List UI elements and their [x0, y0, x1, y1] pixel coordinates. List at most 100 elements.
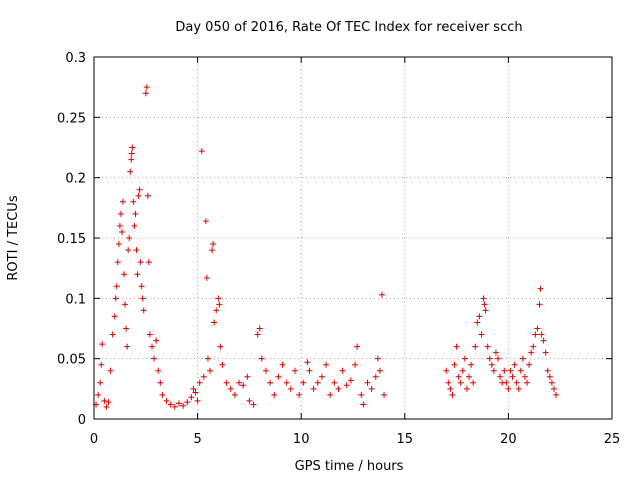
data-point: [99, 341, 106, 348]
data-points: [93, 84, 560, 410]
data-point: [120, 198, 127, 205]
data-point: [204, 355, 211, 362]
data-point: [128, 150, 135, 157]
data-point: [114, 259, 121, 266]
data-point: [517, 367, 524, 374]
data-point: [258, 355, 265, 362]
data-point: [157, 379, 164, 386]
y-tick-label: 0.2: [65, 172, 86, 187]
data-point: [256, 325, 263, 332]
data-point: [443, 367, 450, 374]
data-point: [113, 283, 120, 290]
data-point: [306, 367, 313, 374]
data-point: [138, 283, 145, 290]
data-point: [184, 399, 191, 406]
data-point: [335, 385, 342, 392]
data-point: [127, 168, 134, 175]
data-point: [521, 373, 528, 380]
data-point: [339, 367, 346, 374]
data-point: [511, 361, 518, 368]
data-point: [466, 373, 473, 380]
data-point: [107, 367, 114, 374]
data-point: [153, 337, 160, 344]
data-point: [347, 377, 354, 384]
y-tick-label: 0.15: [57, 232, 86, 247]
data-point: [486, 355, 493, 362]
data-point: [528, 349, 535, 356]
data-point: [134, 271, 141, 278]
data-point: [354, 343, 361, 350]
data-point: [131, 222, 138, 229]
data-point: [468, 361, 475, 368]
data-point: [364, 379, 371, 386]
data-point: [227, 385, 234, 392]
axis-ticks: [93, 56, 613, 420]
y-tick-labels: 0 0.05 0.1 0.15 0.2 0.25 0.3: [57, 51, 86, 428]
data-point: [103, 403, 110, 410]
data-point: [117, 210, 124, 217]
data-point: [275, 373, 282, 380]
data-point: [211, 319, 218, 326]
data-point: [122, 301, 129, 308]
data-point: [376, 367, 383, 374]
data-point: [145, 259, 152, 266]
data-point: [484, 343, 491, 350]
data-point: [271, 391, 278, 398]
data-point: [142, 90, 149, 97]
y-tick-label: 0.1: [65, 292, 86, 307]
data-point: [314, 379, 321, 386]
data-point: [192, 389, 199, 396]
data-point: [323, 361, 330, 368]
data-point: [495, 355, 502, 362]
data-point: [482, 307, 489, 314]
data-point: [219, 361, 226, 368]
data-point: [507, 367, 514, 374]
data-point: [196, 379, 203, 386]
y-axis-label: ROTI / TECUs: [6, 195, 21, 280]
data-point: [244, 373, 251, 380]
data-point: [279, 361, 286, 368]
data-point: [188, 394, 195, 401]
data-point: [159, 391, 166, 398]
data-point: [372, 373, 379, 380]
data-point: [513, 379, 520, 386]
data-point: [381, 391, 388, 398]
data-point: [95, 391, 102, 398]
data-point: [550, 385, 557, 392]
data-point: [115, 241, 122, 248]
data-point: [544, 367, 551, 374]
data-point: [140, 307, 147, 314]
data-point: [374, 355, 381, 362]
data-point: [368, 385, 375, 392]
data-point: [509, 373, 516, 380]
data-point: [207, 367, 214, 374]
chart-title: Day 050 of 2016, Rate Of TEC Index for r…: [175, 20, 522, 35]
data-point: [532, 331, 539, 338]
data-point: [472, 343, 479, 350]
data-point: [136, 186, 143, 193]
y-tick-label: 0.3: [65, 51, 86, 66]
data-point: [215, 295, 222, 302]
x-tick-label: 15: [397, 432, 414, 447]
data-point: [151, 355, 158, 362]
data-point: [126, 235, 133, 241]
data-point: [240, 382, 247, 389]
data-point: [501, 367, 508, 374]
data-point: [246, 397, 253, 404]
data-point: [101, 397, 108, 404]
data-point: [137, 259, 144, 266]
x-tick-label: 20: [500, 432, 517, 447]
data-point: [203, 274, 210, 281]
data-point: [318, 373, 325, 380]
data-point: [118, 228, 125, 235]
data-point: [262, 367, 269, 374]
data-point: [146, 331, 153, 338]
data-point: [133, 247, 140, 254]
data-point: [542, 349, 549, 356]
data-point: [167, 401, 174, 408]
data-point: [497, 373, 504, 380]
data-point: [463, 385, 470, 392]
data-point: [488, 361, 495, 368]
data-point: [451, 361, 458, 368]
y-tick-label: 0.05: [57, 353, 86, 368]
